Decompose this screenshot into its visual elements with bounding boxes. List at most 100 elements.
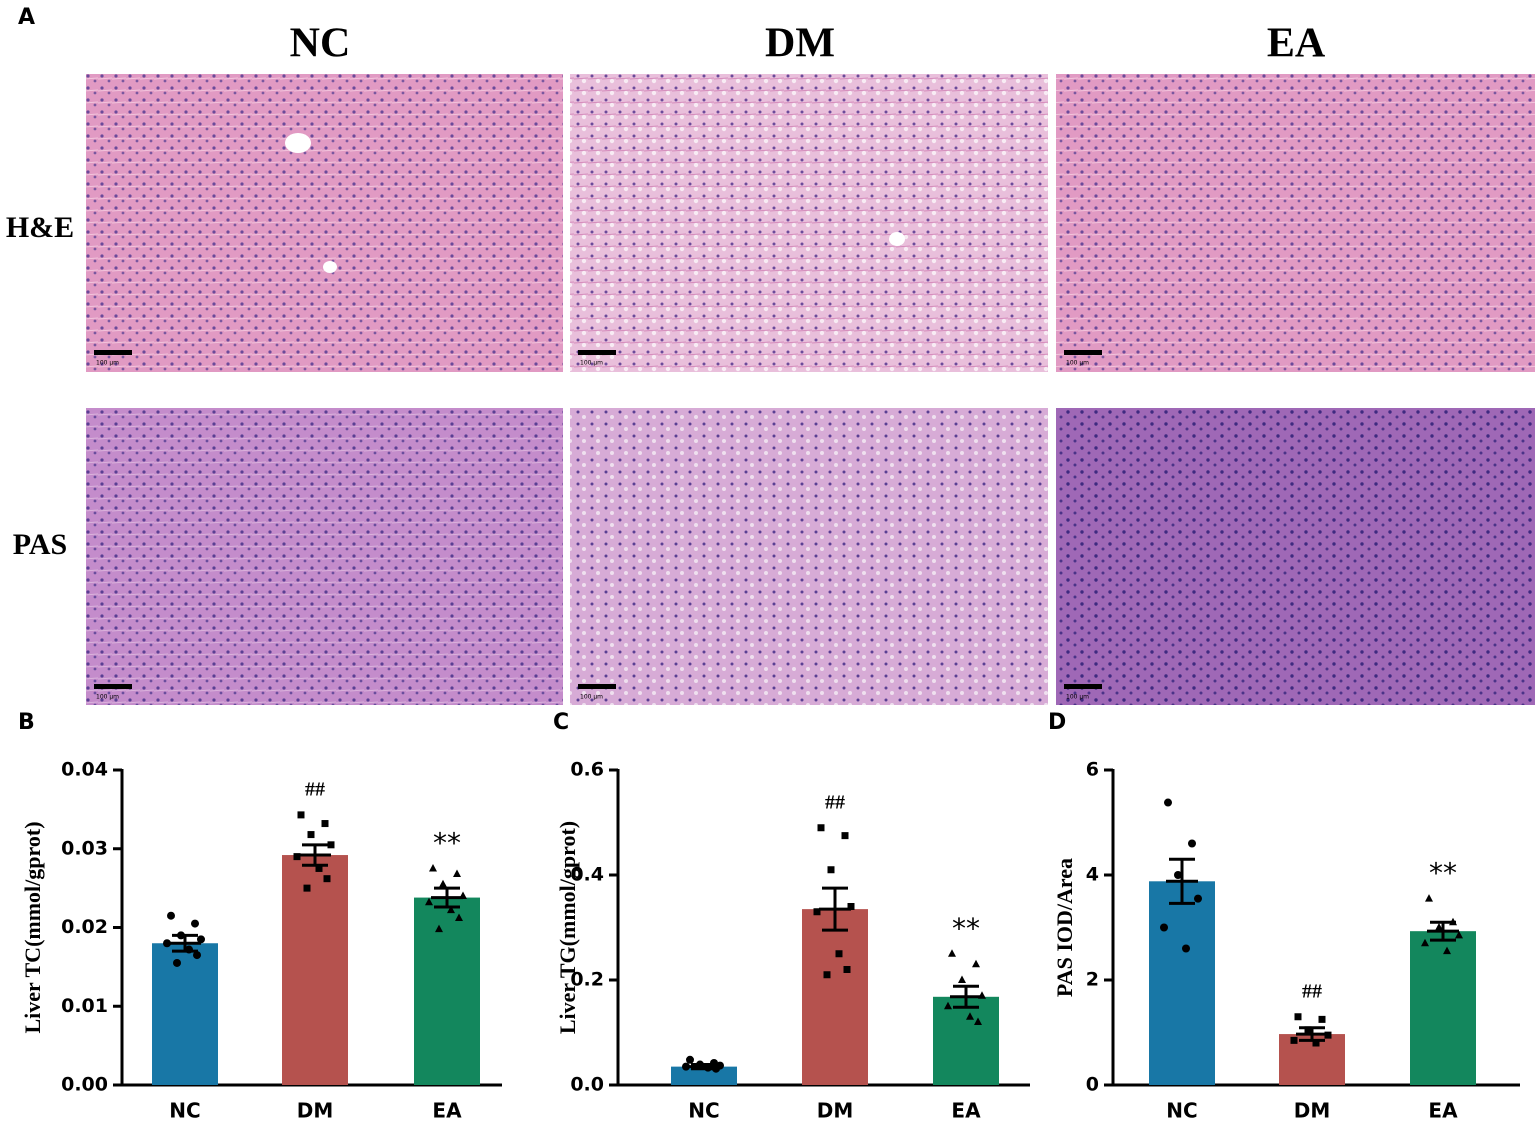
vessel	[889, 232, 905, 246]
significance: **	[433, 826, 461, 859]
x-tick-label: DM	[1294, 1099, 1331, 1123]
data-point	[1425, 894, 1433, 902]
scale-bar	[1064, 684, 1102, 689]
data-point	[841, 832, 849, 840]
data-point	[303, 884, 311, 892]
data-point	[177, 931, 185, 940]
y-tick-label: 0.0	[570, 1074, 604, 1096]
scale-bar	[1064, 350, 1102, 355]
data-point	[1304, 1026, 1312, 1034]
data-point	[323, 875, 331, 883]
data-point	[843, 966, 851, 973]
data-point	[297, 811, 305, 819]
data-point	[1324, 1031, 1332, 1039]
data-point	[1160, 923, 1168, 932]
vessel	[285, 133, 311, 153]
scale-bar-label: 100 μm	[96, 694, 119, 701]
significance: ##	[1302, 980, 1322, 1002]
data-point	[321, 820, 329, 828]
bar	[933, 996, 999, 1085]
x-tick-label: NC	[1166, 1099, 1197, 1123]
significance: **	[952, 912, 980, 945]
y-axis-label: PAS IOD/Area	[1052, 858, 1077, 997]
data-point	[435, 924, 443, 933]
y-tick-label: 0.01	[61, 995, 108, 1017]
scale-bar	[94, 350, 132, 355]
vessel	[323, 261, 337, 273]
column-header: EA	[1267, 21, 1326, 67]
bar	[671, 1066, 737, 1085]
bar	[1149, 881, 1215, 1085]
scale-bar-label: 100 μm	[580, 360, 603, 367]
data-point	[948, 949, 956, 957]
data-point	[1312, 1039, 1320, 1047]
data-point	[439, 879, 447, 888]
data-point	[327, 841, 335, 849]
x-tick-label: EA	[432, 1099, 462, 1123]
data-point	[958, 975, 966, 983]
significance: ##	[825, 791, 845, 813]
y-tick-label: 0.02	[61, 916, 108, 938]
micrograph	[1056, 408, 1535, 705]
x-tick-label: DM	[297, 1099, 334, 1123]
data-point	[1290, 1036, 1298, 1044]
data-point	[1182, 944, 1190, 953]
data-point	[173, 958, 181, 967]
data-point	[1188, 839, 1196, 848]
data-point	[1443, 946, 1451, 955]
y-tick-label: 0.04	[61, 759, 108, 781]
data-point	[1174, 871, 1182, 879]
data-point	[696, 1060, 704, 1069]
bar	[414, 897, 480, 1085]
x-tick-label: DM	[817, 1099, 854, 1123]
scale-bar	[94, 684, 132, 689]
micrograph	[570, 408, 1048, 705]
data-point	[1194, 894, 1202, 903]
data-point	[1318, 1015, 1326, 1023]
micrograph	[86, 74, 563, 372]
row-label: PAS	[13, 528, 67, 561]
data-point	[191, 919, 199, 928]
data-point	[1164, 798, 1172, 807]
data-point	[425, 897, 433, 906]
data-point	[459, 891, 467, 899]
row-label: H&E	[6, 211, 74, 244]
scale-bar	[578, 350, 616, 355]
data-point	[1421, 938, 1429, 947]
y-tick-label: 0.03	[61, 837, 108, 859]
x-tick-label: EA	[951, 1099, 981, 1123]
data-point	[944, 1001, 952, 1010]
data-point	[847, 903, 855, 910]
y-tick-label: 0	[1086, 1074, 1099, 1096]
data-point	[827, 866, 835, 874]
data-point	[682, 1062, 690, 1071]
panel-label: C	[553, 710, 569, 735]
y-tick-label: 2	[1086, 969, 1099, 991]
data-point	[704, 1063, 712, 1072]
data-point	[185, 945, 193, 954]
data-point	[823, 971, 831, 979]
data-point	[193, 951, 201, 960]
micrograph	[86, 408, 563, 705]
bar	[1410, 931, 1476, 1085]
significance: **	[1429, 857, 1457, 890]
data-point	[1435, 923, 1443, 931]
data-point	[966, 1012, 974, 1020]
x-tick-label: NC	[169, 1099, 200, 1123]
micrograph	[570, 74, 1048, 372]
data-point	[197, 935, 205, 944]
scale-bar	[578, 684, 616, 689]
y-tick-label: 0.4	[570, 864, 604, 886]
x-tick-label: NC	[688, 1099, 719, 1123]
column-header: DM	[765, 21, 835, 67]
x-tick-label: EA	[1428, 1099, 1458, 1123]
significance: ##	[305, 778, 325, 800]
y-axis-label: Liver TC(mmol/gprot)	[20, 821, 45, 1033]
data-point	[167, 911, 175, 920]
data-point	[1455, 930, 1463, 939]
data-point	[307, 831, 315, 839]
data-point	[817, 824, 825, 832]
bar	[282, 855, 348, 1085]
y-tick-label: 6	[1086, 759, 1099, 781]
